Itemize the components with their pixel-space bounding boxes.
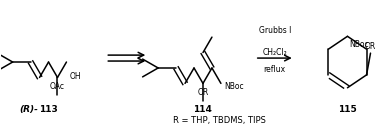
- Text: 113: 113: [38, 105, 57, 115]
- Text: OAc: OAc: [50, 82, 65, 91]
- Text: OH: OH: [69, 72, 81, 81]
- Text: OR: OR: [197, 88, 209, 97]
- Text: CH₂Cl₂: CH₂Cl₂: [262, 48, 287, 57]
- Text: 115: 115: [338, 105, 357, 115]
- Text: (R)-: (R)-: [20, 105, 38, 115]
- Text: reflux: reflux: [264, 65, 286, 74]
- Text: OR: OR: [365, 42, 376, 51]
- Text: R = THP, TBDMS, TIPS: R = THP, TBDMS, TIPS: [174, 116, 266, 125]
- Text: 114: 114: [192, 105, 211, 115]
- Text: Grubbs I: Grubbs I: [259, 26, 291, 35]
- Text: NBoc: NBoc: [349, 40, 369, 49]
- Text: NBoc: NBoc: [224, 82, 243, 91]
